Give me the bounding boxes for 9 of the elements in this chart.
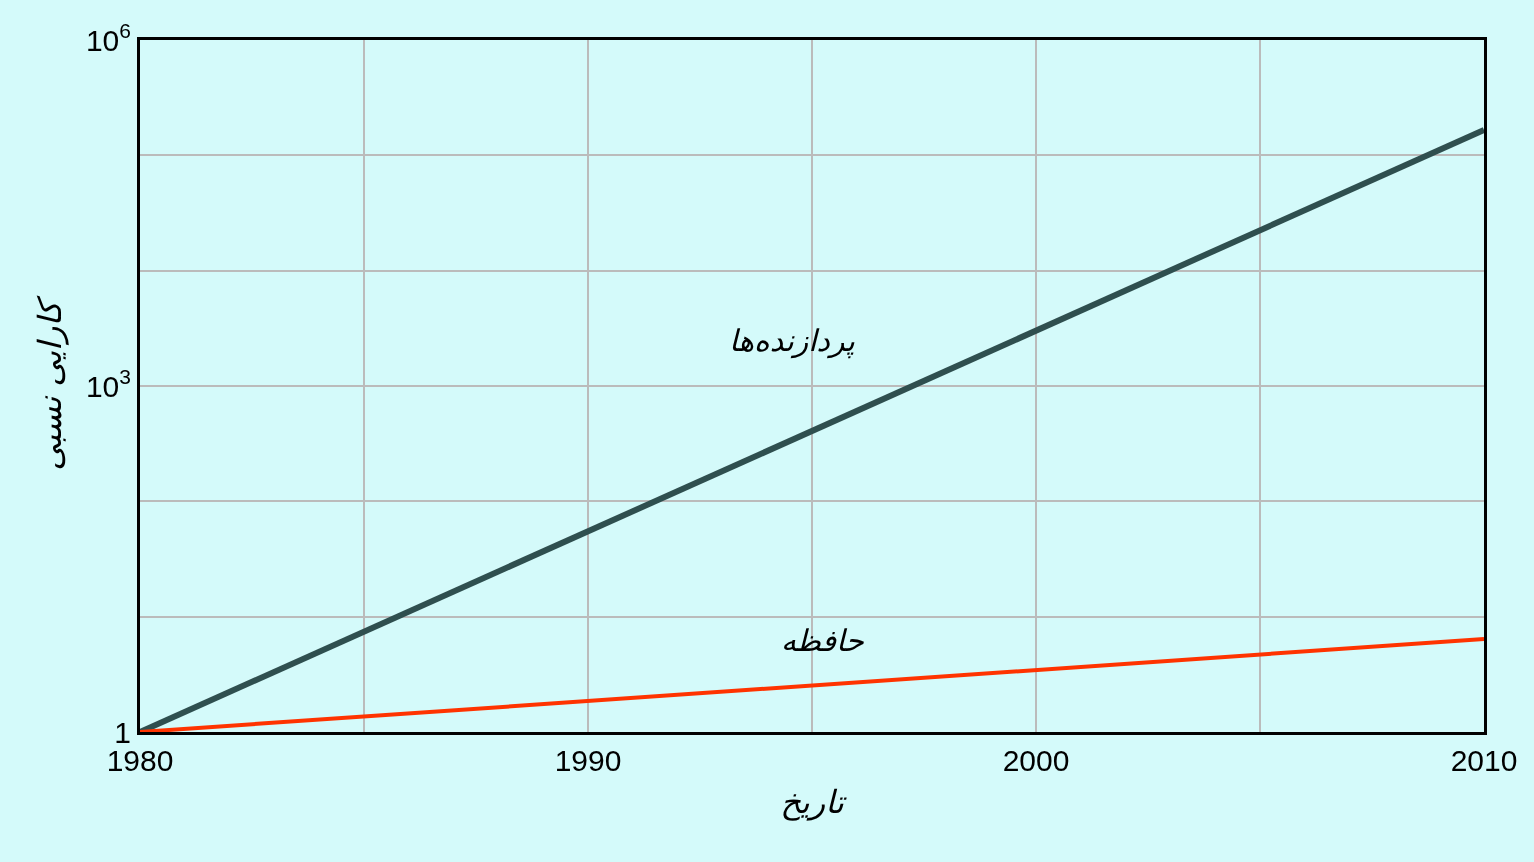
y-tick-label: 10$^{6}$ <box>85 18 131 57</box>
y-tick-label: 10$^{3}$ <box>85 364 131 403</box>
x-axis-title: تاریخ <box>780 782 847 821</box>
x-tick-label: 2000 <box>1002 744 1070 777</box>
series-label: پردازنده‌ها <box>729 323 855 359</box>
x-tick-label: 2010 <box>1450 744 1518 777</box>
series-label: حافظه <box>781 623 865 658</box>
x-tick-label: 1990 <box>554 744 622 777</box>
y-axis-title: کارایی نسبی <box>31 294 70 471</box>
